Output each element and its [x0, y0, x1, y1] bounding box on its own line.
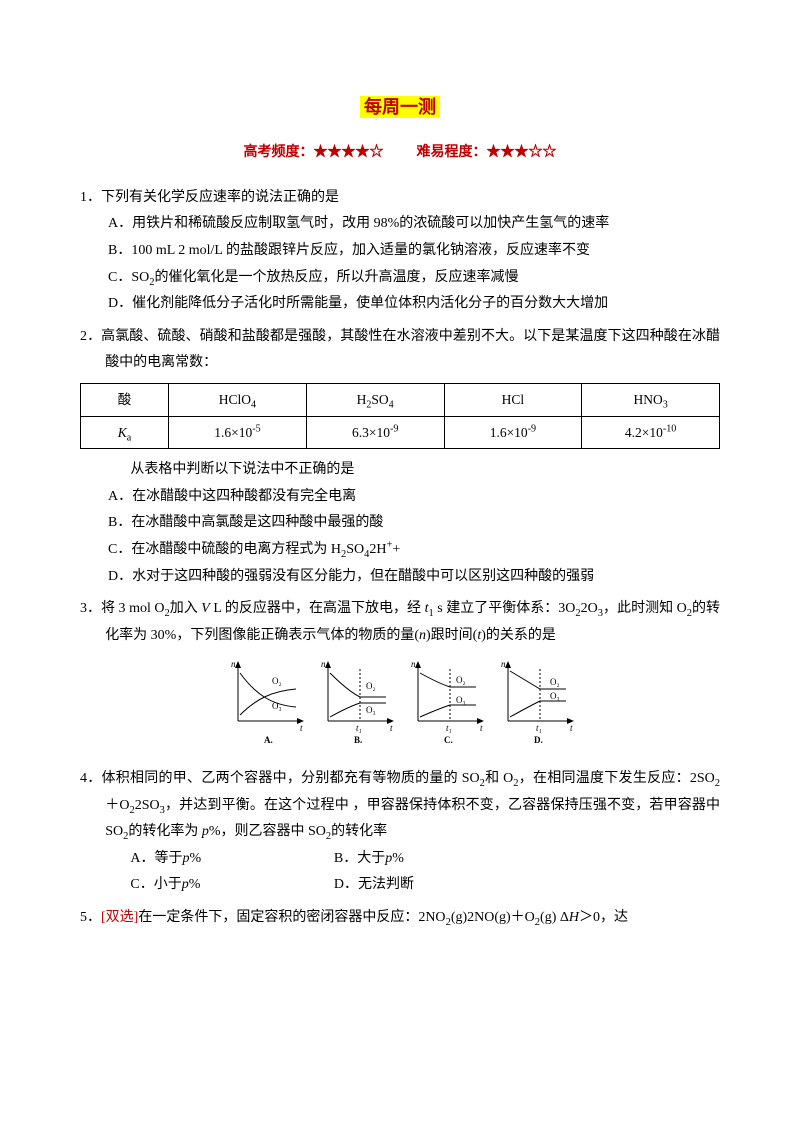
svg-text:t₁: t₁	[446, 723, 452, 733]
q1-num: 1．	[80, 190, 101, 205]
q3-num: 3．	[80, 601, 101, 616]
td-v2: 6.3×10-9	[306, 416, 444, 449]
svg-text:n: n	[501, 659, 506, 669]
question-4: 4．体积相同的甲、乙两个容器中，分别都充有等物质的量的 SO2和 O2，在相同温…	[80, 766, 720, 899]
q4-option-a: A．等于 p%	[130, 846, 330, 873]
q2-option-a: A．在冰醋酸中这四种酸都没有完全电离	[80, 484, 720, 511]
svg-text:n: n	[231, 659, 236, 669]
q1-stem: 下列有关化学反应速率的说法正确的是	[101, 190, 339, 205]
th-hno3: HNO3	[582, 383, 720, 416]
q1-option-b: B．100 mL 2 mol/L 的盐酸跟锌片反应，加入适量的氯化钠溶液，反应速…	[80, 238, 720, 265]
question-1: 1．下列有关化学反应速率的说法正确的是 A．用铁片和稀硫酸反应制取氢气时，改用 …	[80, 185, 720, 318]
svg-text:D.: D.	[534, 735, 543, 745]
q3-graphs: n t O₂ O₃ A. n t t₁	[80, 655, 720, 758]
q2-stem: 高氯酸、硫酸、硝酸和盐酸都是强酸，其酸性在水溶液中差别不大。以下是某温度下这四种…	[101, 329, 720, 371]
svg-text:t: t	[390, 723, 393, 733]
th-h2so4: H2SO4	[306, 383, 444, 416]
td-v4: 4.2×10-10	[582, 416, 720, 449]
question-2: 2．高氯酸、硫酸、硝酸和盐酸都是强酸，其酸性在水溶液中差别不大。以下是某温度下这…	[80, 324, 720, 590]
svg-text:t: t	[300, 723, 303, 733]
svg-text:O₃: O₃	[366, 705, 376, 715]
subtitle: 高考频度：★★★★☆ 难易程度：★★★☆☆	[80, 140, 720, 167]
freq-stars: ★★★★☆	[314, 145, 384, 160]
diff-label: 难易程度：	[417, 145, 487, 160]
q3-charts-svg: n t O₂ O₃ A. n t t₁	[220, 655, 580, 747]
svg-text:O₂: O₂	[272, 676, 282, 686]
q4-option-c: C．小于 p%	[130, 872, 330, 899]
q1-option-a: A．用铁片和稀硫酸反应制取氢气时，改用 98%的浓硫酸可以加快产生氢气的速率	[80, 211, 720, 238]
multi-select-tag: [双选]	[101, 910, 138, 925]
q4-num: 4．	[80, 771, 102, 786]
svg-text:A.: A.	[264, 735, 273, 745]
page-title-wrap: 每周一测	[80, 90, 720, 124]
svg-text:t: t	[570, 723, 573, 733]
svg-text:B.: B.	[354, 735, 362, 745]
svg-text:O₂: O₂	[456, 675, 466, 685]
svg-text:O₂: O₂	[366, 681, 376, 691]
svg-text:n: n	[411, 659, 416, 669]
q2-table: 酸 HClO4 H2SO4 HCl HNO3 Ka 1.6×10-5 6.3×1…	[80, 383, 720, 449]
td-v1: 1.6×10-5	[169, 416, 307, 449]
svg-text:C.: C.	[444, 735, 453, 745]
page-title: 每周一测	[360, 96, 440, 118]
svg-text:t₁: t₁	[536, 723, 542, 733]
freq-label: 高考频度：	[244, 145, 314, 160]
q2-num: 2．	[80, 329, 101, 344]
svg-text:O₃: O₃	[272, 701, 282, 711]
svg-text:O₂: O₂	[550, 677, 560, 687]
q1-option-d: D．催化剂能降低分子活化时所需能量，使单位体积内活化分子的百分数大大增加	[80, 291, 720, 318]
q1-option-c: C．SO2的催化氧化是一个放热反应，所以升高温度，反应速率减慢	[80, 265, 720, 292]
svg-text:t₁: t₁	[356, 723, 362, 733]
svg-text:O₃: O₃	[456, 695, 466, 705]
q4-option-d: D．无法判断	[334, 872, 534, 899]
question-3: 3．将 3 mol O2加入 V L 的反应器中，在高温下放电，经 t1 s 建…	[80, 596, 720, 758]
td-ka-label: Ka	[81, 416, 169, 449]
svg-text:O₃: O₃	[550, 691, 560, 701]
diff-stars: ★★★☆☆	[487, 145, 557, 160]
th-acid: 酸	[81, 383, 169, 416]
q4-option-b: B．大于 p%	[334, 846, 534, 873]
td-v3: 1.6×10-9	[444, 416, 582, 449]
q5-num: 5．	[80, 910, 101, 925]
svg-text:n: n	[321, 659, 326, 669]
th-hclo4: HClO4	[169, 383, 307, 416]
svg-text:t: t	[480, 723, 483, 733]
q2-lead: 从表格中判断以下说法中不正确的是	[80, 457, 720, 484]
q2-option-b: B．在冰醋酸中高氯酸是这四种酸中最强的酸	[80, 510, 720, 537]
th-hcl: HCl	[444, 383, 582, 416]
question-5: 5．[双选]在一定条件下，固定容积的密闭容器中反应：2NO2(g)2NO(g)＋…	[80, 905, 720, 932]
q2-option-c: C．在冰醋酸中硫酸的电离方程式为 H2SO42H++	[80, 537, 720, 564]
q2-option-d: D．水对于这四种酸的强弱没有区分能力，但在醋酸中可以区别这四种酸的强弱	[80, 564, 720, 591]
